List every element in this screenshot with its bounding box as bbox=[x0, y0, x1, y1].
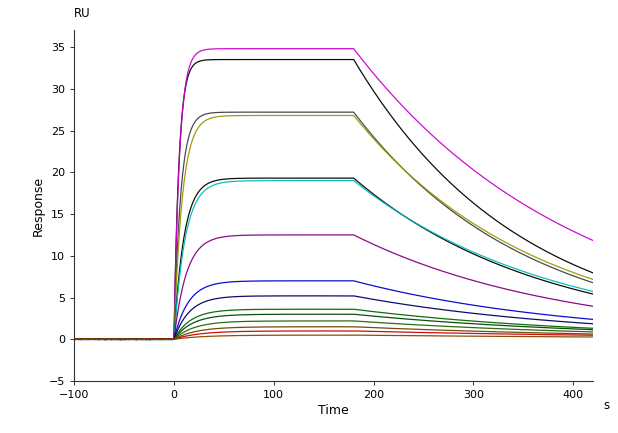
Text: RU: RU bbox=[74, 7, 91, 20]
Text: s: s bbox=[604, 399, 610, 412]
X-axis label: Time: Time bbox=[318, 404, 349, 417]
Y-axis label: Response: Response bbox=[32, 176, 44, 236]
